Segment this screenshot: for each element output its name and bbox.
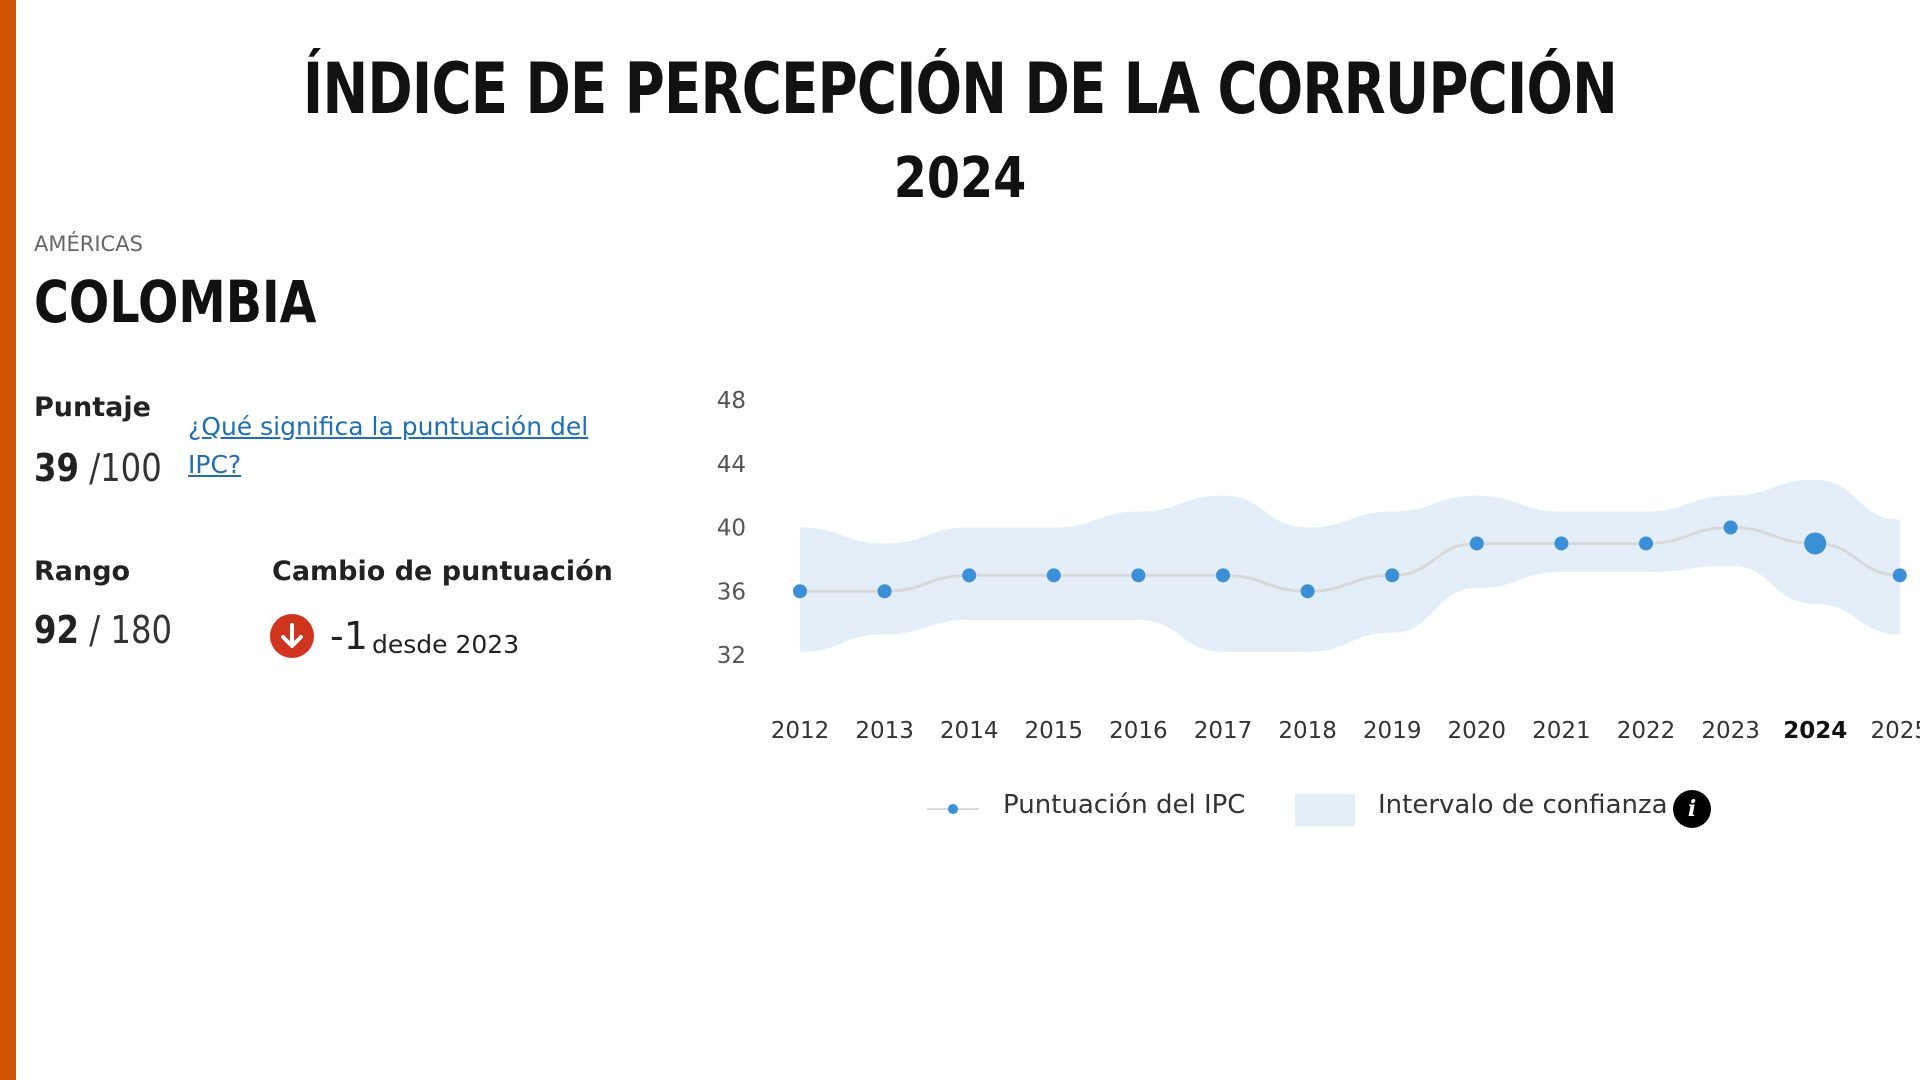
score-max: /100 (89, 446, 162, 490)
rank-value: 92 / 180 (34, 608, 172, 652)
score-number: 39 (34, 446, 79, 490)
rank-max: 180 (110, 608, 173, 652)
data-point-2021 (1554, 536, 1569, 551)
page-title: ÍNDICE DE PERCEPCIÓN DE LA CORRUPCIÓN (302, 48, 1618, 130)
legend-score-swatch (927, 804, 979, 814)
x-tick-2014: 2014 (940, 718, 999, 744)
x-tick-2012: 2012 (771, 718, 830, 744)
x-tick-2016: 2016 (1109, 718, 1168, 744)
country-name: COLOMBIA (34, 268, 317, 336)
rank-number: 92 (34, 608, 79, 652)
data-point-2018 (1300, 584, 1315, 599)
x-tick-2013: 2013 (855, 718, 914, 744)
legend-ci-swatch (1295, 794, 1355, 826)
data-point-2015 (1046, 568, 1061, 583)
x-tick-2017: 2017 (1194, 718, 1253, 744)
legend-score-label: Puntuación del IPC (1003, 790, 1246, 820)
y-tick-48: 48 (717, 388, 746, 414)
arrow-down-icon (270, 614, 314, 658)
y-tick-40: 40 (717, 516, 746, 542)
data-point-2014 (962, 568, 977, 583)
data-point-2025 (1892, 568, 1907, 583)
data-point-2016 (1131, 568, 1146, 583)
rank-separator: / (89, 608, 101, 652)
x-tick-2018: 2018 (1278, 718, 1337, 744)
x-tick-2021: 2021 (1532, 718, 1591, 744)
confidence-band (800, 479, 1900, 652)
data-point-2024 (1804, 532, 1827, 555)
x-tick-2025: 2025 (1871, 718, 1920, 744)
data-point-2017 (1216, 568, 1230, 583)
x-tick-2020: 2020 (1448, 718, 1507, 744)
score-label: Puntaje (34, 392, 151, 423)
accent-bar (0, 0, 16, 1080)
data-point-2019 (1385, 568, 1400, 583)
x-tick-2019: 2019 (1363, 718, 1422, 744)
change-since: desde 2023 (372, 630, 520, 659)
change-label: Cambio de puntuación (272, 556, 613, 587)
x-tick-2024: 2024 (1783, 718, 1847, 744)
rank-label: Rango (34, 556, 131, 587)
y-tick-44: 44 (717, 452, 746, 478)
legend-ci-label: Intervalo de confianza (1378, 790, 1668, 820)
x-tick-2022: 2022 (1617, 718, 1676, 744)
score-value: 39 /100 (34, 446, 162, 490)
change-value: -1 (330, 614, 368, 658)
data-point-2022 (1639, 536, 1653, 551)
data-point-2012 (793, 584, 807, 599)
x-tick-2023: 2023 (1701, 718, 1760, 744)
region-label: AMÉRICAS (34, 232, 143, 256)
y-tick-36: 36 (717, 579, 746, 605)
score-info-link[interactable]: ¿Qué significa la puntuación del IPC? (188, 412, 589, 479)
info-icon[interactable]: i (1673, 790, 1711, 828)
data-point-2020 (1469, 536, 1484, 551)
data-point-2013 (877, 584, 892, 599)
x-tick-2015: 2015 (1025, 718, 1084, 744)
data-point-2023 (1723, 520, 1738, 535)
cpi-chart: 32 36 40 44 48 2012 2013 2014 2015 2016 2017 2018 20… (717, 388, 1920, 744)
y-tick-32: 32 (717, 643, 746, 669)
page-year: 2024 (893, 146, 1027, 211)
